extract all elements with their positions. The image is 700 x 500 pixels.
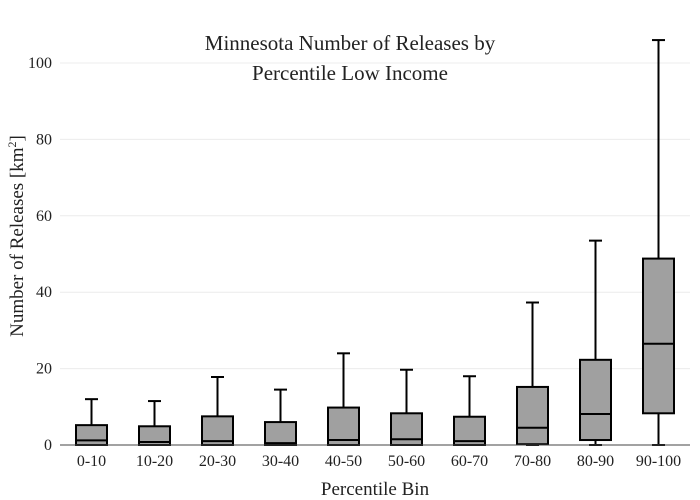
x-tick-label: 70-80 xyxy=(514,453,551,470)
y-tick-label: 80 xyxy=(36,131,52,148)
y-tick-label: 20 xyxy=(36,361,52,378)
box-30-40 xyxy=(264,388,297,446)
box-0-10 xyxy=(75,398,108,446)
x-tick-label: 80-90 xyxy=(577,453,614,470)
x-tick-label: 30-40 xyxy=(262,453,299,470)
box-40-50 xyxy=(327,352,360,446)
box-50-60 xyxy=(390,368,423,447)
box-iqr xyxy=(642,257,675,415)
box-10-20 xyxy=(138,400,171,447)
box-iqr xyxy=(75,424,108,446)
box-70-80 xyxy=(516,301,549,446)
x-tick-label: 20-30 xyxy=(199,453,236,470)
y-tick-label: 40 xyxy=(36,284,52,301)
box-iqr xyxy=(327,406,360,446)
box-90-100 xyxy=(642,39,675,446)
y-axis-label: Number of Releases [km2] xyxy=(5,135,28,337)
box-20-30 xyxy=(201,376,234,447)
y-axis-ticks: 0 20 40 60 80 100 xyxy=(28,55,52,454)
y-tick-label: 60 xyxy=(36,208,52,225)
x-axis-ticks: 0-10 10-20 20-30 30-40 40-50 50-60 60-70 70-80 8… xyxy=(77,453,681,470)
x-axis-label: Percentile Bin xyxy=(321,479,430,500)
y-axis-label-sup: 2 xyxy=(5,141,19,147)
boxes xyxy=(75,39,675,447)
x-tick-label: 0-10 xyxy=(77,453,106,470)
box-iqr xyxy=(579,358,612,442)
y-tick-label: 100 xyxy=(28,55,52,72)
box-60-70 xyxy=(453,375,486,446)
x-tick-label: 60-70 xyxy=(451,453,488,470)
y-axis-label-main: Number of Releases [km xyxy=(7,147,28,337)
box-iqr xyxy=(264,421,297,446)
x-tick-label: 50-60 xyxy=(388,453,425,470)
y-axis-label-close: ] xyxy=(7,135,28,141)
x-tick-label: 10-20 xyxy=(136,453,173,470)
chart-title-line-1: Minnesota Number of Releases by xyxy=(205,31,496,55)
box-80-90 xyxy=(579,239,612,446)
chart-title-line-2: Percentile Low Income xyxy=(252,61,448,85)
x-tick-label: 40-50 xyxy=(325,453,362,470)
box-iqr xyxy=(516,385,549,446)
x-tick-label: 90-100 xyxy=(636,453,681,470)
y-tick-label: 0 xyxy=(44,437,52,454)
